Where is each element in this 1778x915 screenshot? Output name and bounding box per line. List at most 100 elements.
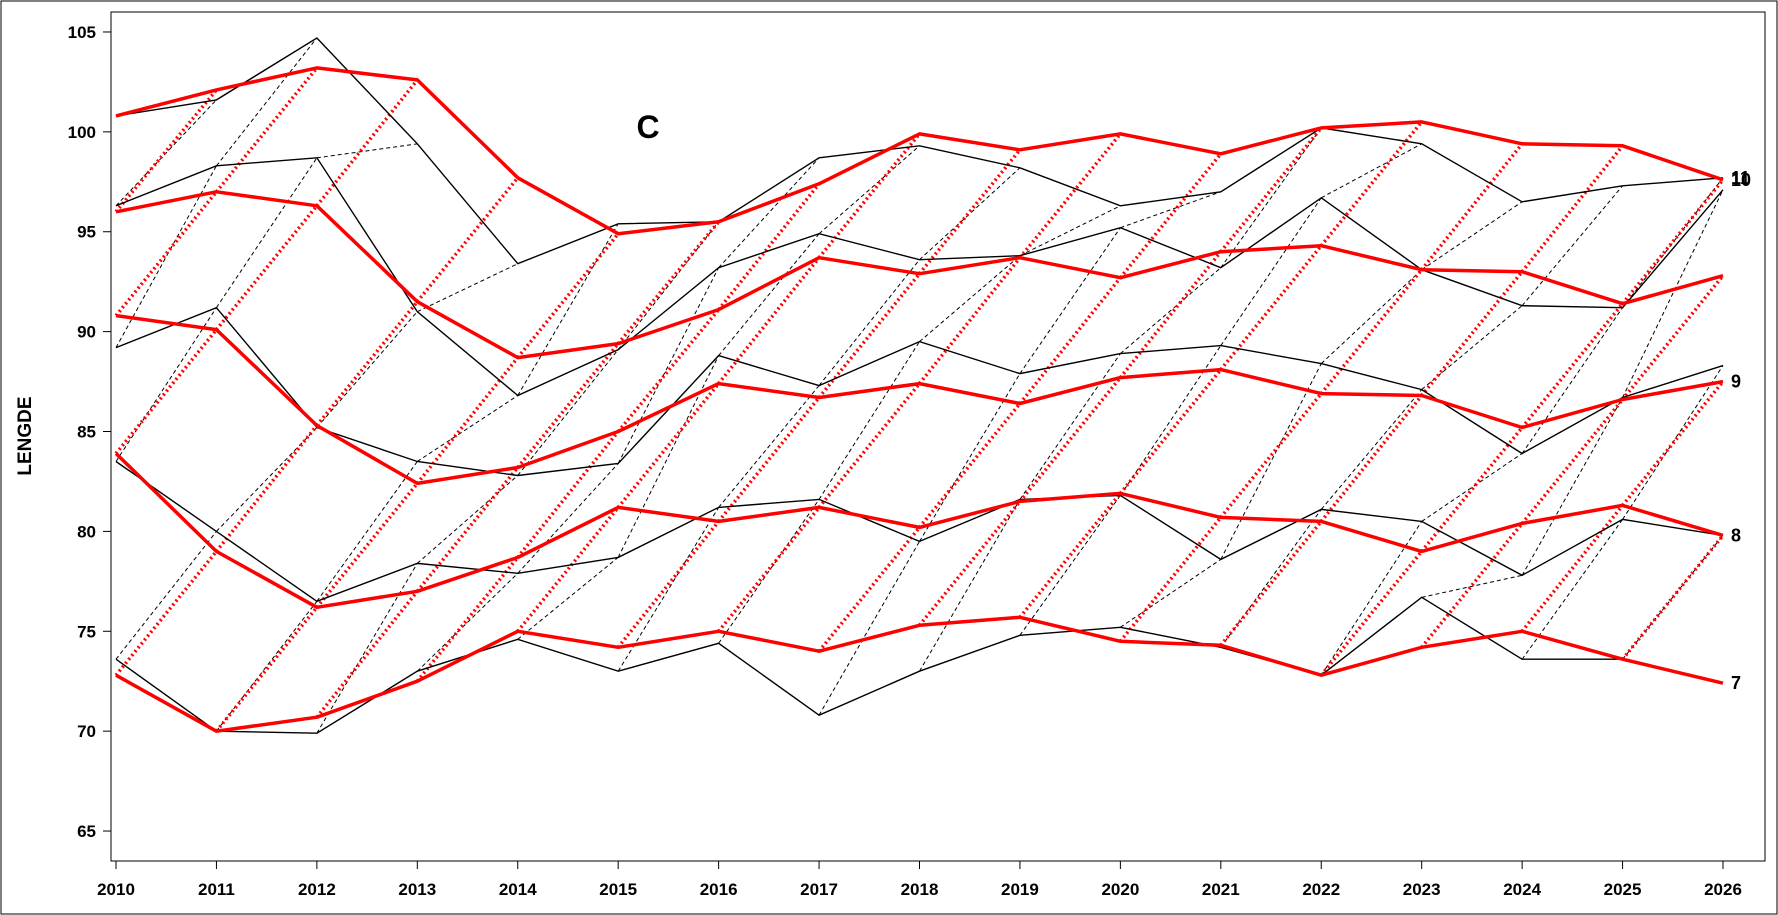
fitted-series-line-5 (115, 66, 1724, 236)
observed-cohort-line-4-2019 (1019, 205, 1121, 257)
fitted-cohort-line-1-2021 (1219, 520, 1323, 647)
y-tick-label-90: 90 (77, 323, 96, 342)
fitted-cohort-line-2-2025 (1621, 380, 1725, 507)
fitted-cohort-line-4-2021 (1219, 126, 1323, 253)
fitted-cohort-line-2-2011 (215, 424, 319, 553)
fitted-cohort-line-3-2018 (918, 256, 1022, 385)
fitted-cohort-line-2-2018 (918, 402, 1022, 529)
fitted-series-line-2 (114, 452, 1724, 610)
observed-cohort-line-2-2021 (1220, 363, 1322, 560)
fitted-cohort-line-1-2025 (1621, 534, 1725, 661)
fitted-cohort-line-4-2022 (1319, 120, 1424, 247)
series-end-label-8: 8 (1731, 525, 1741, 545)
fitted-cohort-line-2-2020 (1119, 368, 1223, 495)
observed-cohort-line-3-2016 (718, 233, 820, 356)
fitted-cohort-line-4-2018 (918, 148, 1022, 275)
fitted-cohort-line-3-2014 (516, 342, 620, 469)
x-tick-label-2026: 2026 (1704, 880, 1742, 899)
observed-cohort-line-3-2020 (1120, 267, 1222, 354)
fitted-cohort-line-4-2023 (1420, 142, 1524, 271)
fitted-cohort-line-1-2023 (1420, 522, 1524, 649)
observed-cohort-line-2-2015 (617, 355, 720, 558)
fitted-cohort-line-2-2016 (717, 396, 821, 523)
fitted-cohort-line-3-2024 (1520, 302, 1624, 429)
fitted-cohort-line-1-2012 (315, 590, 419, 719)
observed-cohort-line-3-2021 (1220, 197, 1322, 346)
observed-cohort-line-2-2023 (1421, 453, 1523, 522)
fitted-cohort-line-2-2022 (1319, 394, 1424, 523)
observed-cohort-line-1-2016 (718, 499, 820, 644)
observed-cohort-line-3-2014 (517, 349, 619, 476)
fitted-cohort-line-2-2017 (817, 382, 921, 509)
fitted-cohort-line-2-2024 (1520, 398, 1624, 525)
series-end-label-7: 7 (1731, 673, 1741, 693)
observed-cohort-line-2-2010 (115, 307, 217, 462)
x-tick-label-2020: 2020 (1101, 880, 1139, 899)
observed-cohort-line-4-2018 (919, 167, 1021, 261)
panel-label: C (636, 109, 659, 145)
x-tick-label-2025: 2025 (1604, 880, 1642, 899)
fitted-cohort-line-1-2010 (114, 550, 218, 677)
observed-cohort-line-3-2013 (417, 395, 519, 462)
x-tick-label-2011: 2011 (198, 880, 235, 899)
y-tick-label-80: 80 (77, 522, 96, 541)
fitted-cohort-line-2-2014 (516, 430, 620, 559)
observed-cohort-line-1-2011 (216, 600, 318, 732)
fitted-cohort-line-1-2018 (918, 500, 1022, 627)
observed-cohort-line-4-2011 (216, 37, 318, 167)
y-tick-label-75: 75 (77, 622, 96, 641)
observed-cohort-line-1-2014 (517, 556, 619, 640)
fitted-cohort-line-2-2012 (315, 482, 419, 609)
observed-cohort-line-2-2017 (818, 341, 920, 500)
fitted-cohort-line-4-2013 (415, 176, 520, 303)
fitted-cohort-line-4-2017 (817, 132, 921, 259)
series-end-label-10: 10 (1731, 170, 1751, 190)
observed-cohort-line-1-2019 (1019, 495, 1121, 636)
observed-cohort-line-1-2022 (1320, 521, 1423, 676)
observed-cohort-line-1-2023 (1421, 574, 1523, 598)
y-tick-label-100: 100 (68, 123, 96, 142)
fitted-cohort-line-1-2020 (1119, 516, 1223, 643)
fitted-cohort-line-2-2013 (415, 466, 520, 593)
fitted-cohort-line-2-2015 (616, 382, 720, 509)
fitted-cohort-line-4-2014 (516, 232, 620, 359)
observed-cohort-line-1-2020 (1120, 558, 1222, 628)
observed-cohort-line-3-2025 (1622, 189, 1724, 398)
x-tick-label-2018: 2018 (901, 880, 939, 899)
fitted-cohort-line-2-2021 (1219, 392, 1323, 519)
observed-cohort-line-4-2014 (517, 223, 619, 396)
x-tick-label-2019: 2019 (1001, 880, 1039, 899)
fitted-cohort-line-4-2012 (315, 78, 419, 207)
fitted-cohort-line-4-2011 (215, 66, 319, 193)
fitted-cohort-line-1-2011 (215, 606, 319, 733)
y-tick-label-65: 65 (77, 822, 96, 841)
fitted-cohort-line-1-2019 (1018, 492, 1122, 619)
fitted-cohort-line-4-2025 (1621, 178, 1725, 305)
observed-cohort-line-4-2022 (1321, 143, 1422, 199)
observed-cohort-line-3-2017 (818, 259, 920, 386)
series-end-label-9: 9 (1731, 372, 1741, 392)
fitted-cohort-line-3-2020 (1119, 250, 1223, 379)
observed-series-line-3 (115, 306, 1724, 477)
observed-cohort-line-4-2025 (1622, 177, 1724, 308)
observed-cohort-line-2-2016 (718, 385, 820, 508)
observed-cohort-line-2-2019 (1019, 353, 1121, 500)
observed-cohort-line-3-2024 (1521, 307, 1623, 454)
fitted-cohort-line-4-2019 (1018, 132, 1122, 259)
fitted-cohort-line-2-2019 (1018, 376, 1122, 503)
observed-cohort-line-2-2024 (1521, 397, 1623, 576)
y-tick-label-70: 70 (77, 722, 96, 741)
fitted-cohort-line-3-2019 (1018, 276, 1122, 405)
observed-cohort-line-4-2020 (1120, 191, 1221, 229)
observed-series-line-4 (115, 157, 1724, 397)
fitted-cohort-line-1-2022 (1319, 550, 1424, 677)
fitted-series-layer (114, 66, 1724, 733)
x-tick-label-2015: 2015 (599, 880, 637, 899)
fitted-cohort-line-4-2020 (1119, 152, 1223, 279)
observed-cohort-line-3-2019 (1019, 227, 1121, 374)
fitted-cohort-line-3-2023 (1420, 270, 1524, 397)
